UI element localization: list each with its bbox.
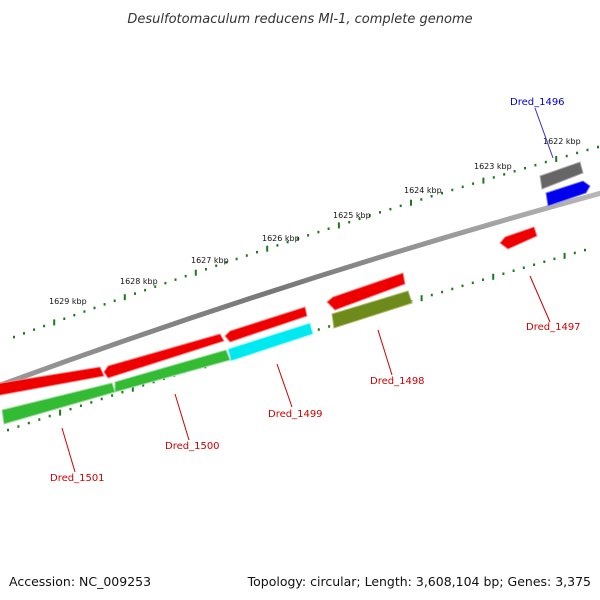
- gene-dred-1497[interactable]: [499, 226, 538, 250]
- gene-dred-1496[interactable]: [545, 180, 591, 207]
- gene-label-dred-1498: Dred_1498: [370, 376, 425, 387]
- tick-labels: 1629 kbp 1628 kbp 1627 kbp 1626 kbp 1625…: [49, 137, 581, 306]
- tick-label-1625: 1625 kbp: [333, 211, 371, 220]
- gene-label-dred-1501: Dred_1501: [50, 473, 105, 484]
- tick-label-1622: 1622 kbp: [543, 137, 581, 146]
- map-title: Desulfotomaculum reducens MI-1, complete…: [127, 12, 472, 27]
- tick-label-1628: 1628 kbp: [120, 277, 158, 286]
- plus-strand-genes: [0, 226, 538, 396]
- gene-dred-1499-plus[interactable]: [224, 306, 308, 343]
- gene-label-dred-1497: Dred_1497: [526, 322, 581, 333]
- gene-grey[interactable]: [539, 161, 584, 190]
- gene-dred-1498-plus[interactable]: [326, 272, 406, 311]
- inner-tick-ring: [7, 248, 586, 432]
- gene-dred-1500-plus[interactable]: [103, 333, 225, 379]
- tick-label-1626: 1626 kbp: [262, 234, 300, 243]
- topology-text: Topology: circular; Length: 3,608,104 bp…: [247, 574, 591, 589]
- leader-lines: [61, 107, 554, 473]
- tick-label-1627: 1627 kbp: [191, 256, 229, 265]
- gene-label-dred-1499: Dred_1499: [268, 409, 323, 420]
- outer-tick-ring: [13, 145, 599, 339]
- gene-labels: Dred_1496 Dred_1497 Dred_1498 Dred_1499 …: [50, 97, 581, 484]
- tick-label-1623: 1623 kbp: [474, 162, 512, 171]
- gene-dred-1499-cyan[interactable]: [227, 322, 314, 362]
- gene-dred-1500-green[interactable]: [114, 349, 231, 393]
- gene-label-dred-1496: Dred_1496: [510, 97, 565, 108]
- gene-dred-1501-plus[interactable]: [0, 366, 105, 396]
- genome-backbone: [0, 190, 600, 388]
- minus-strand-genes: [1, 161, 591, 425]
- tick-label-1629: 1629 kbp: [49, 297, 87, 306]
- gene-label-dred-1500: Dred_1500: [165, 441, 220, 452]
- tick-label-1624: 1624 kbp: [404, 186, 442, 195]
- accession-text: Accession: NC_009253: [9, 574, 151, 589]
- gene-dred-1498-olive[interactable]: [331, 290, 413, 329]
